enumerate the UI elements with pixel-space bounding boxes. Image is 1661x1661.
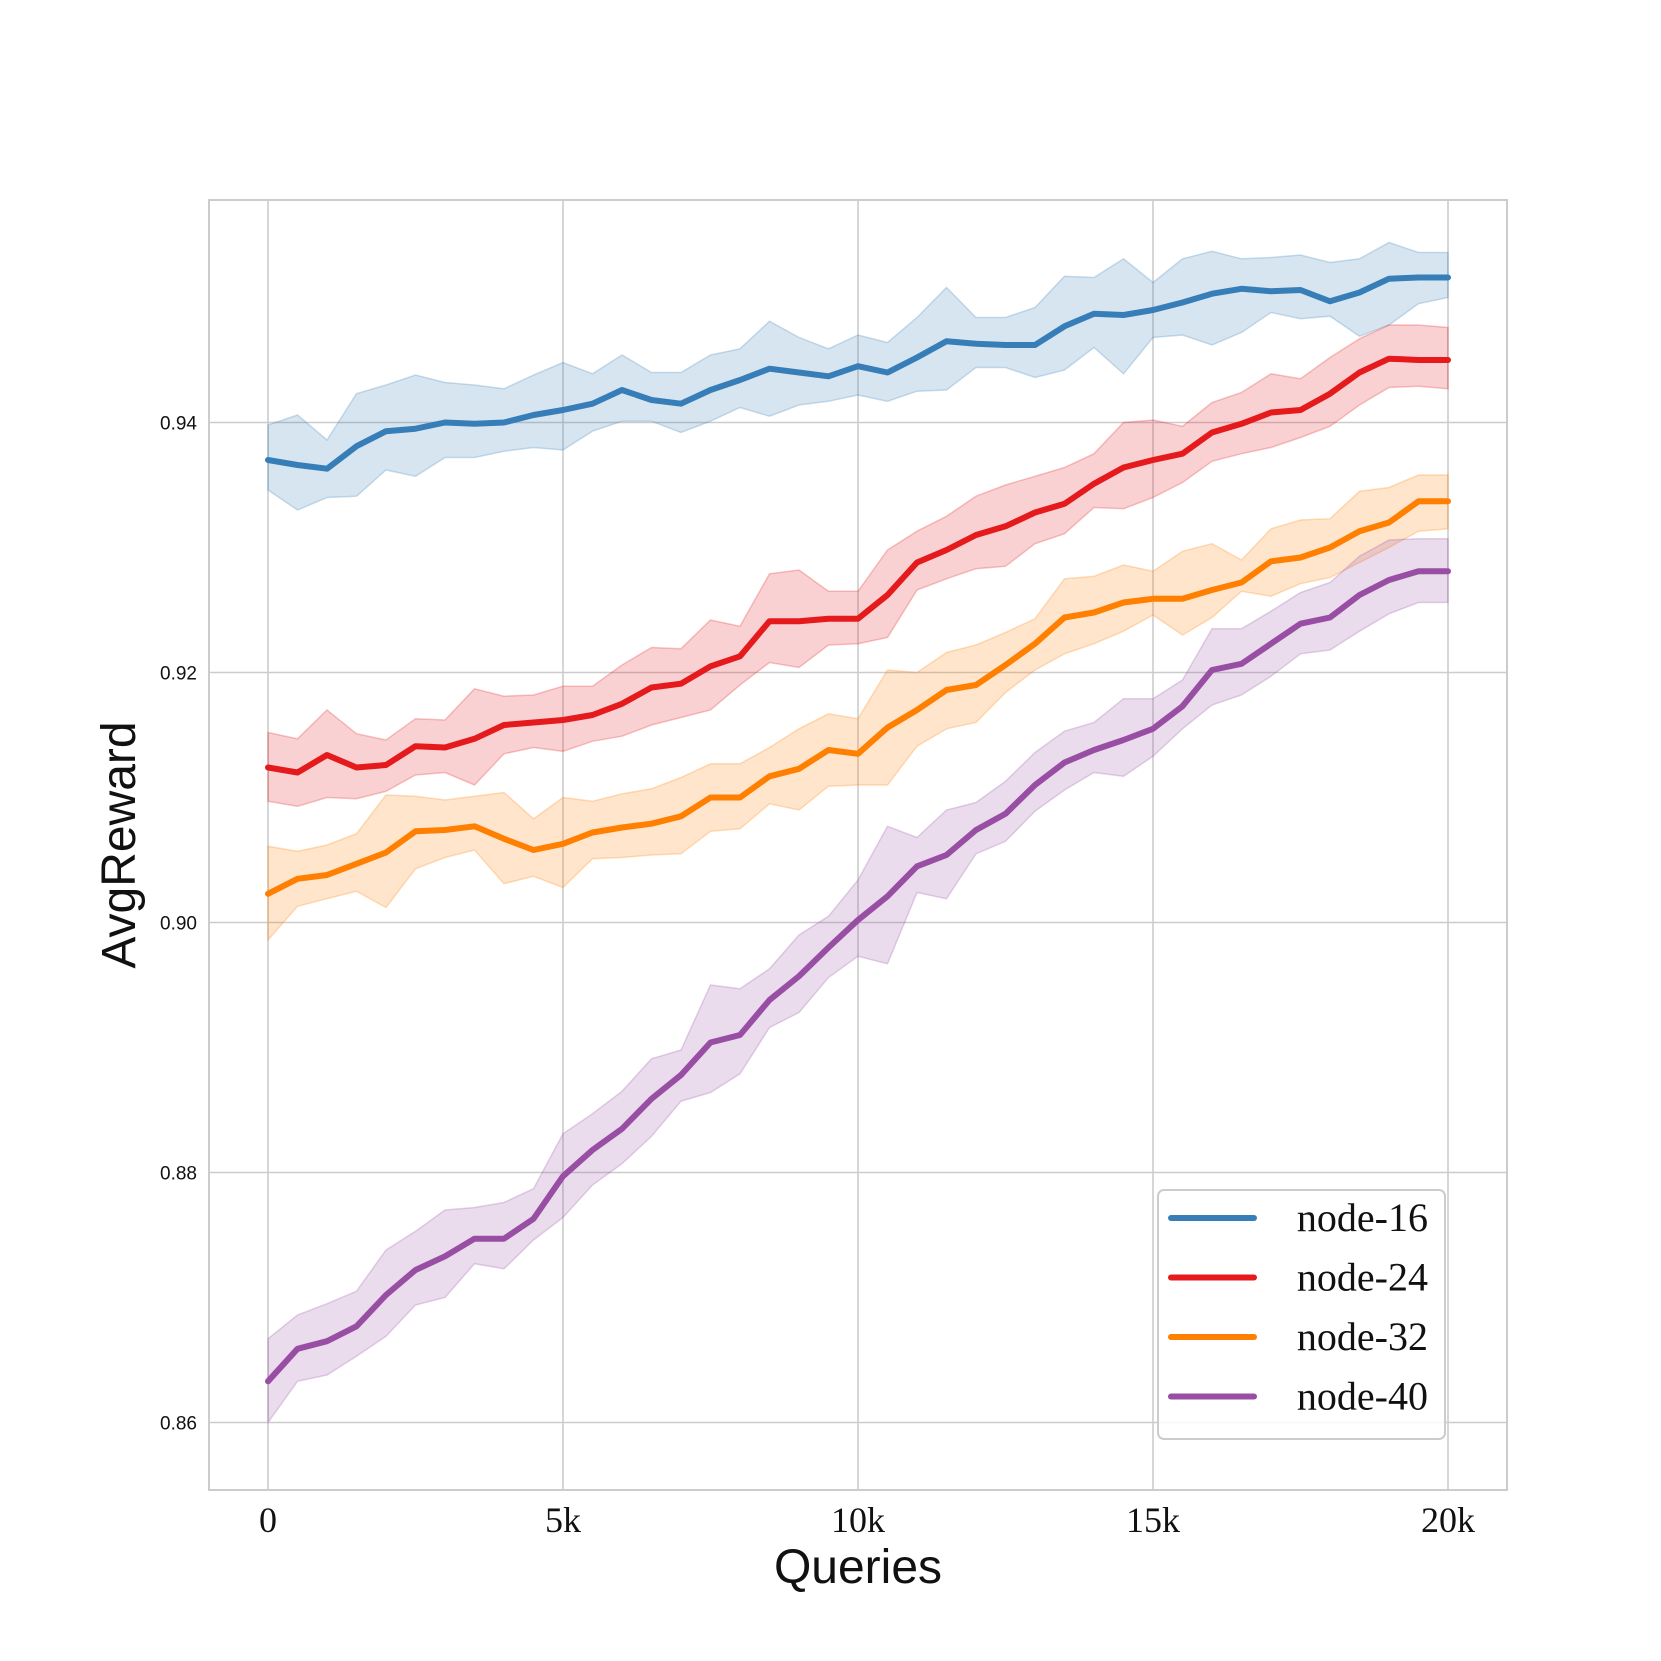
line-node-16	[265, 274, 1451, 472]
y-tick-label: 0.86	[160, 1414, 197, 1435]
band-node-32	[267, 474, 1449, 942]
x-tick-label: 0	[259, 1500, 277, 1540]
legend-label-node-32: node-32	[1297, 1314, 1428, 1359]
line-node-40	[265, 568, 1451, 1385]
x-tick-label: 20k	[1421, 1500, 1475, 1540]
y-tick-labels: 0.86 0.88 0.90 0.92 0.94	[160, 414, 197, 1435]
y-tick-label: 0.90	[160, 914, 197, 935]
band-node-24	[267, 324, 1449, 808]
x-tick-label: 15k	[1126, 1500, 1180, 1540]
x-tick-label: 5k	[545, 1500, 581, 1540]
legend-label-node-40: node-40	[1297, 1374, 1428, 1419]
line-node-24	[265, 355, 1451, 776]
x-tick-labels: 0 5k 10k 15k 20k	[259, 1500, 1475, 1540]
y-tick-label: 0.94	[160, 414, 197, 435]
x-tick-label: 10k	[831, 1500, 885, 1540]
band-node-40	[267, 538, 1449, 1425]
legend-box	[1157, 1189, 1446, 1440]
legend: node-16 node-24 node-32 node-40	[1157, 1189, 1446, 1440]
legend-label-node-16: node-16	[1297, 1195, 1428, 1240]
legend-label-node-24: node-24	[1297, 1255, 1428, 1300]
plot-frame	[208, 199, 1508, 1491]
x-axis-label: Queries	[774, 1541, 942, 1594]
line-node-32	[265, 498, 1451, 897]
series-lines	[265, 274, 1451, 1385]
y-tick-label: 0.88	[160, 1164, 197, 1185]
y-tick-label: 0.92	[160, 664, 197, 685]
y-axis-label: AvgReward	[93, 721, 146, 968]
